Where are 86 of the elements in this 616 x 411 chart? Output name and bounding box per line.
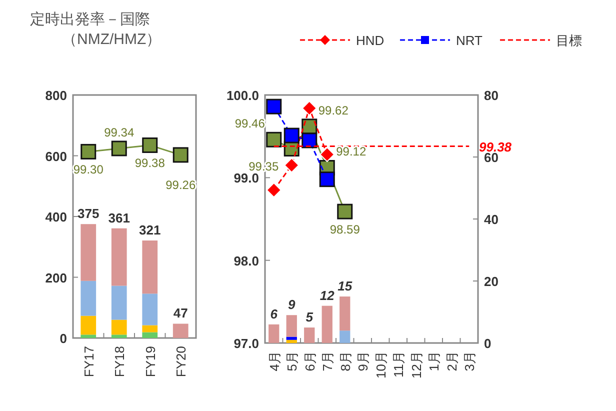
y-tick-label: 200 (45, 270, 67, 286)
x-tick-label: FY17 (81, 346, 96, 378)
point (302, 100, 317, 116)
bar (80, 224, 96, 281)
x-tick-label: 1月 (426, 351, 442, 372)
bar (286, 336, 297, 340)
y-tick-label: 100.0 (226, 88, 259, 103)
y2-tick-label: 20 (484, 274, 498, 289)
total-label: 15 (338, 278, 353, 294)
bar (111, 228, 127, 286)
point (80, 144, 96, 160)
chart-subtitle: （NMZ/HMZ） (62, 31, 162, 48)
point (284, 158, 300, 173)
data-label: 98.59 (330, 222, 360, 237)
point (266, 132, 282, 148)
bar (111, 320, 127, 335)
point (320, 147, 335, 162)
y-tick-label: 98.0 (234, 253, 259, 268)
total-label: 9 (288, 297, 296, 312)
bar (80, 334, 96, 338)
x-tick-label: 5月 (284, 351, 300, 372)
x-tick-label: 6月 (302, 351, 318, 372)
legend-label: 目標 (556, 33, 582, 48)
point (266, 182, 282, 198)
data-label: 99.30 (73, 162, 104, 177)
total-label: 361 (108, 210, 130, 226)
legend-label: NRT (456, 33, 483, 48)
y-tick-label: 400 (45, 210, 67, 224)
x-tick-label: 7月 (320, 351, 336, 372)
bar (304, 328, 315, 343)
data-label: 99.46 (234, 116, 266, 131)
bar (286, 340, 297, 343)
point (172, 147, 188, 163)
y2-tick-label: 40 (484, 212, 498, 227)
x-tick-label: FY19 (142, 346, 158, 378)
total-label: 12 (320, 288, 336, 303)
bar (142, 332, 158, 338)
x-tick-label: FY18 (112, 346, 128, 378)
y-tick-label: 99.0 (234, 170, 259, 186)
bar (142, 325, 158, 332)
x-tick-label: 3月 (462, 351, 478, 372)
y-tick-label: 600 (45, 148, 67, 164)
bar (80, 316, 96, 335)
x-tick-label: 9月 (356, 351, 371, 372)
bar (142, 240, 158, 294)
y-tick-label: 97.0 (234, 336, 259, 351)
data-label: 99.38 (134, 156, 166, 170)
bar (172, 324, 188, 338)
y-tick-label: 0 (60, 331, 67, 346)
data-label: 99.34 (104, 125, 134, 140)
y-tick-label: 800 (45, 88, 67, 103)
y2-tick-label: 0 (484, 336, 492, 351)
legend-label: HND (356, 33, 384, 48)
point (319, 172, 335, 188)
x-tick-label: 12月 (408, 351, 424, 378)
bar (340, 330, 350, 343)
x-tick-label: 2月 (444, 351, 460, 372)
point (302, 132, 318, 148)
data-label: 99.12 (336, 144, 366, 159)
x-tick-label: 4月 (266, 351, 282, 372)
data-label: 99.26 (166, 178, 196, 192)
bar (111, 286, 127, 320)
x-tick-label: FY20 (174, 346, 189, 378)
bar (268, 324, 280, 343)
bar (322, 306, 332, 343)
total-label: 321 (139, 222, 161, 238)
bar (111, 334, 127, 338)
total-label: 47 (173, 306, 188, 321)
y2-tick-label: 80 (484, 88, 498, 103)
point (284, 128, 300, 144)
bar (340, 296, 350, 331)
total-label: 6 (270, 306, 278, 322)
bar (286, 315, 297, 337)
point (266, 98, 282, 114)
bar (142, 294, 158, 326)
x-tick-label: 8月 (338, 351, 353, 372)
total-label: 5 (306, 310, 314, 324)
point (142, 137, 158, 153)
x-tick-label: 11月 (391, 351, 406, 378)
point (111, 140, 127, 156)
data-label: 99.62 (318, 103, 349, 118)
bar (80, 280, 96, 316)
chart-title: 定時出発率－国際 (30, 11, 150, 28)
point (337, 204, 353, 220)
total-label: 375 (78, 206, 100, 222)
x-tick-label: 10月 (373, 351, 388, 378)
